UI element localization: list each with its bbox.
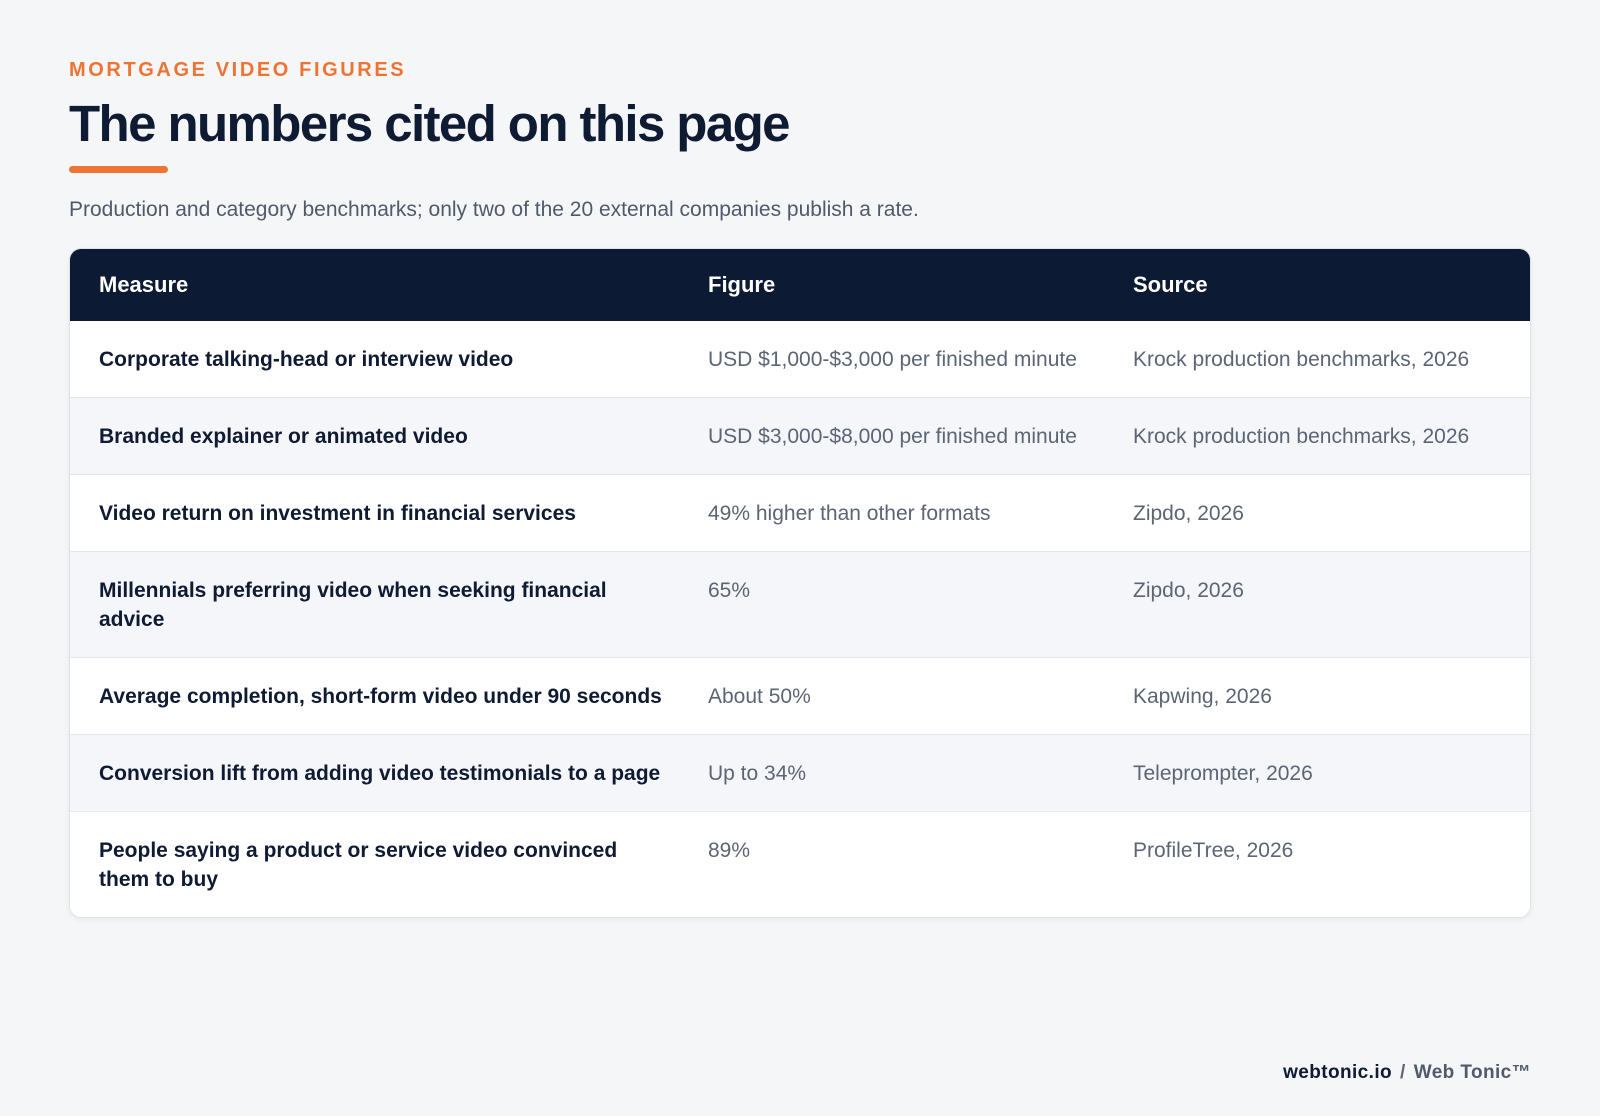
- cell-measure: Conversion lift from adding video testim…: [99, 762, 661, 785]
- cell-figure: About 50%: [708, 685, 811, 708]
- cell-figure: USD $1,000-$3,000 per finished minute: [708, 348, 1077, 371]
- figures-table: Measure Figure Source Corporate talking-…: [70, 249, 1530, 917]
- cell-source: Zipdo, 2026: [1133, 502, 1244, 525]
- footer-brand: Web Tonic™: [1413, 1062, 1531, 1083]
- footer-separator: /: [1400, 1062, 1406, 1083]
- cell-measure: People saying a product or service video…: [99, 839, 618, 891]
- cell-figure: USD $3,000-$8,000 per finished minute: [708, 425, 1077, 448]
- table-body: Corporate talking-head or interview vide…: [70, 321, 1530, 917]
- table-row: Conversion lift from adding video testim…: [70, 734, 1530, 812]
- cell-source: ProfileTree, 2026: [1133, 839, 1294, 862]
- cell-measure: Corporate talking-head or interview vide…: [99, 348, 514, 371]
- table-row: Average completion, short-form video und…: [70, 657, 1530, 735]
- title-accent-bar: [69, 166, 168, 173]
- cell-measure: Average completion, short-form video und…: [99, 685, 662, 708]
- column-header-figure: Figure: [708, 272, 776, 297]
- cell-source: Kapwing, 2026: [1133, 685, 1272, 708]
- page-title: The numbers cited on this page: [69, 95, 791, 152]
- cell-source: Krock production benchmarks, 2026: [1133, 348, 1470, 371]
- figures-table-card: Measure Figure Source Corporate talking-…: [69, 248, 1531, 918]
- footer-domain: webtonic.io: [1283, 1062, 1393, 1083]
- cell-figure: 89%: [708, 839, 751, 862]
- eyebrow-label: MORTGAGE VIDEO FIGURES: [69, 59, 407, 81]
- table-row: Millennials preferring video when seekin…: [70, 551, 1530, 658]
- cell-measure: Branded explainer or animated video: [99, 425, 468, 448]
- column-header-measure: Measure: [99, 272, 189, 297]
- cell-figure: 49% higher than other formats: [708, 502, 991, 525]
- cell-source: Zipdo, 2026: [1133, 579, 1244, 602]
- cell-figure: Up to 34%: [708, 762, 807, 785]
- table-row: Corporate talking-head or interview vide…: [70, 321, 1530, 398]
- table-row: Video return on investment in financial …: [70, 474, 1530, 552]
- column-header-source: Source: [1133, 272, 1208, 297]
- cell-source: Krock production benchmarks, 2026: [1133, 425, 1470, 448]
- footer-credit: webtonic.io / Web Tonic™: [1283, 1062, 1531, 1084]
- table-header-row: Measure Figure Source: [70, 249, 1530, 321]
- page-subtitle: Production and category benchmarks; only…: [69, 198, 919, 221]
- cell-source: Teleprompter, 2026: [1133, 762, 1313, 785]
- table-header: Measure Figure Source: [70, 249, 1530, 321]
- table-row: Branded explainer or animated video USD …: [70, 397, 1530, 475]
- cell-figure: 65%: [708, 579, 751, 602]
- cell-measure: Millennials preferring video when seekin…: [99, 579, 607, 631]
- table-row: People saying a product or service video…: [70, 811, 1530, 917]
- cell-measure: Video return on investment in financial …: [99, 502, 576, 525]
